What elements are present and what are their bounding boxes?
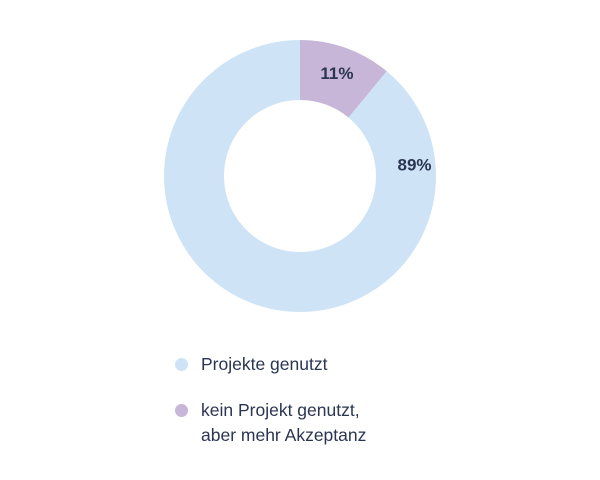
legend-label-projekte-genutzt: Projekte genutzt [201,354,328,374]
slice-projekte-genutzt [163,40,437,313]
legend-swatch-projekte-genutzt [175,358,188,371]
slice-label-kein-projekt: 11% [320,64,353,83]
slice-kein-projekt [300,40,387,118]
legend-item-kein-projekt: kein Projekt genutzt, aber mehr Akzeptan… [172,398,572,448]
legend-item-projekte-genutzt: Projekte genutzt [172,352,572,377]
legend-swatch-kein-projekt [175,404,188,417]
legend-label-kein-projekt: kein Projekt genutzt, aber mehr Akzeptan… [201,400,367,445]
chart-legend: Projekte genutzt kein Projekt genutzt, a… [172,352,572,448]
donut-chart: 89% 11% [163,40,437,313]
slice-label-projekte-genutzt: 89% [397,155,431,174]
